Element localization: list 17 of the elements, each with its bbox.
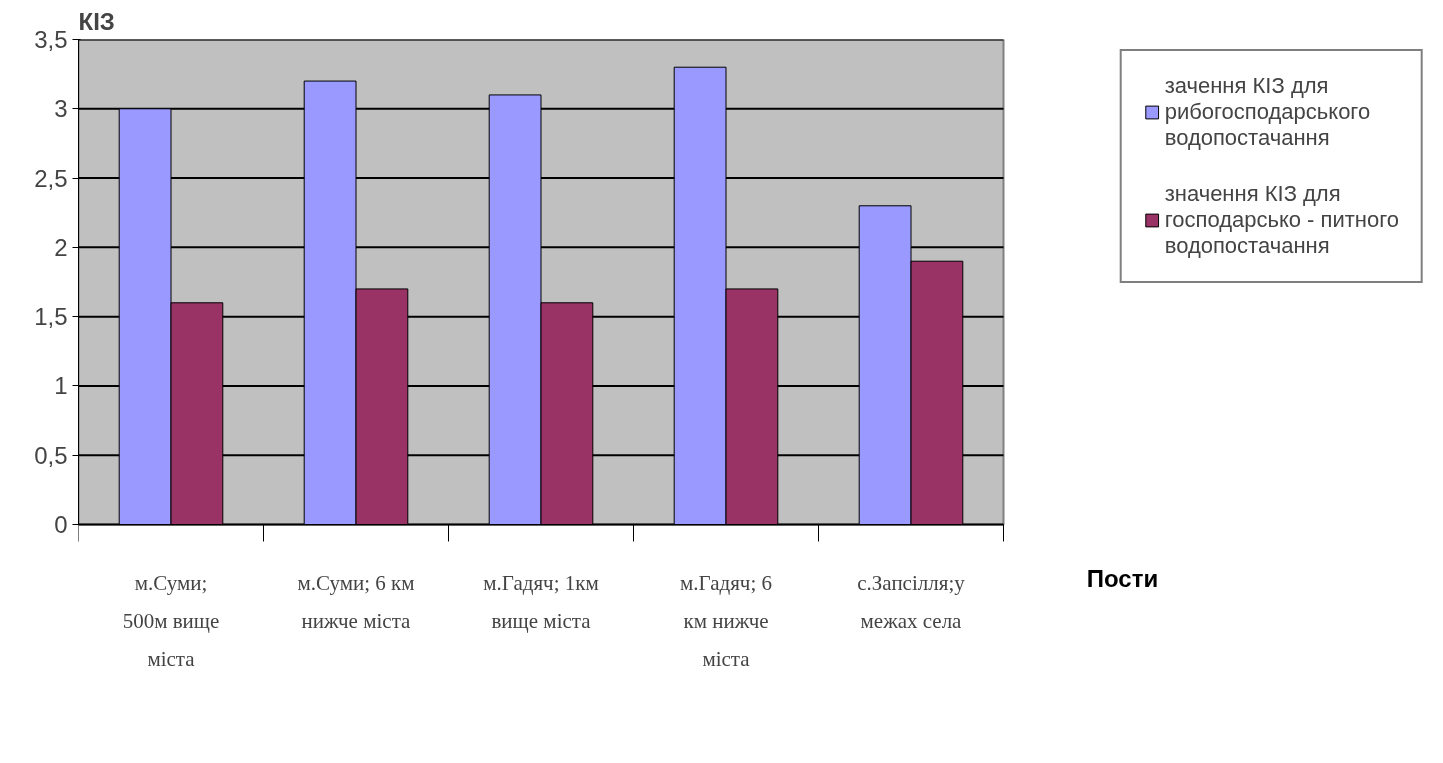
- x-tick-label: с.Запсілля;у межах села: [857, 570, 966, 633]
- y-tick-label: 0,5: [34, 441, 68, 469]
- y-tick-label: 1: [54, 372, 68, 400]
- y-tick-label: 3,5: [34, 26, 68, 53]
- y-tick-label: 2,5: [34, 164, 68, 192]
- x-tick-label: м.Суми; 6 км нижче міста: [297, 570, 415, 633]
- x-tick-label: м.Гадяч; 1км вище міста: [483, 570, 599, 633]
- x-tick-label: м.Гадяч; 6 км нижче міста: [680, 570, 772, 672]
- legend-label: значення КІЗ для господарсько - питного водопостачання: [1164, 181, 1399, 259]
- y-axis-title: КІЗ: [78, 7, 115, 35]
- y-tick-label: 1,5: [34, 303, 68, 331]
- y-tick-label: 0: [54, 511, 68, 538]
- legend-label: зачення КІЗ для рибогосподарського водопостачання: [1164, 73, 1371, 151]
- x-tick-label: м.Суми; 500м вище міста: [122, 570, 220, 672]
- y-tick-label: 2: [54, 233, 68, 261]
- y-tick-label: 3: [54, 95, 68, 123]
- x-axis-title: Пости: [1086, 564, 1159, 592]
